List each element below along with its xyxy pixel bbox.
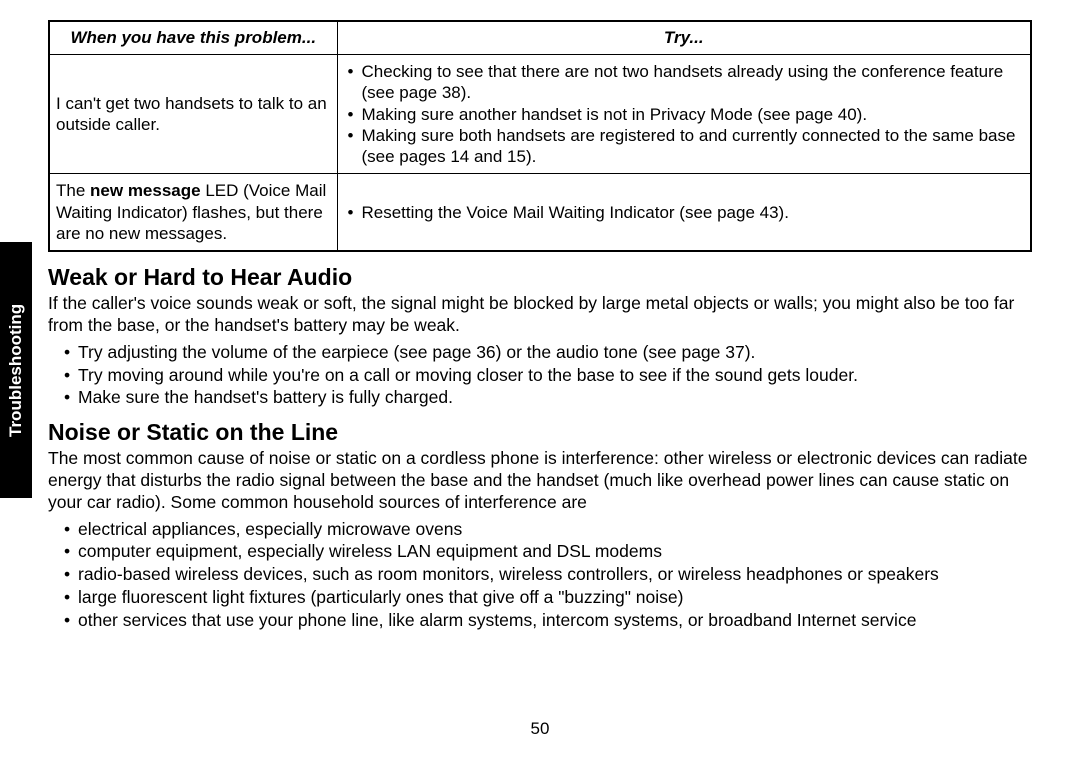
sidebar-tab-troubleshooting: Troubleshooting	[0, 242, 32, 498]
list-item: Try adjusting the volume of the earpiece…	[64, 341, 1032, 364]
page-number: 50	[0, 719, 1080, 739]
page-container: Troubleshooting When you have this probl…	[0, 0, 1080, 759]
try-list: Resetting the Voice Mail Waiting Indicat…	[344, 202, 1023, 223]
table-header-try: Try...	[337, 21, 1031, 55]
section-noise-static: Noise or Static on the Line The most com…	[48, 419, 1032, 631]
table-row: The new message LED (Voice Mail Waiting …	[49, 174, 1031, 251]
list-item: radio-based wireless devices, such as ro…	[64, 563, 1032, 586]
list-item: electrical appliances, especially microw…	[64, 518, 1032, 541]
table-header-row: When you have this problem... Try...	[49, 21, 1031, 55]
problem-cell: The new message LED (Voice Mail Waiting …	[49, 174, 337, 251]
list-item: computer equipment, especially wireless …	[64, 540, 1032, 563]
troubleshoot-table: When you have this problem... Try... I c…	[48, 20, 1032, 252]
problem-cell: I can't get two handsets to talk to an o…	[49, 55, 337, 174]
section-bullet-list: Try adjusting the volume of the earpiece…	[48, 341, 1032, 409]
try-item: Checking to see that there are not two h…	[348, 61, 1023, 104]
list-item: other services that use your phone line,…	[64, 609, 1032, 632]
try-list: Checking to see that there are not two h…	[344, 61, 1023, 167]
list-item: Try moving around while you're on a call…	[64, 364, 1032, 387]
section-bullet-list: electrical appliances, especially microw…	[48, 518, 1032, 632]
section-heading: Weak or Hard to Hear Audio	[48, 264, 1032, 291]
sidebar-label: Troubleshooting	[6, 303, 26, 436]
table-header-problem: When you have this problem...	[49, 21, 337, 55]
try-cell: Checking to see that there are not two h…	[337, 55, 1031, 174]
section-heading: Noise or Static on the Line	[48, 419, 1032, 446]
problem-text: I can't get two handsets to talk to an o…	[56, 94, 327, 134]
try-item: Making sure both handsets are registered…	[348, 125, 1023, 168]
try-item: Making sure another handset is not in Pr…	[348, 104, 1023, 125]
section-paragraph: The most common cause of noise or static…	[48, 448, 1032, 514]
try-cell: Resetting the Voice Mail Waiting Indicat…	[337, 174, 1031, 251]
try-item: Resetting the Voice Mail Waiting Indicat…	[348, 202, 1023, 223]
table-row: I can't get two handsets to talk to an o…	[49, 55, 1031, 174]
problem-prefix: The	[56, 181, 90, 200]
list-item: Make sure the handset's battery is fully…	[64, 386, 1032, 409]
section-weak-audio: Weak or Hard to Hear Audio If the caller…	[48, 264, 1032, 409]
list-item: large fluorescent light fixtures (partic…	[64, 586, 1032, 609]
section-paragraph: If the caller's voice sounds weak or sof…	[48, 293, 1032, 337]
problem-bold: new message	[90, 181, 201, 200]
